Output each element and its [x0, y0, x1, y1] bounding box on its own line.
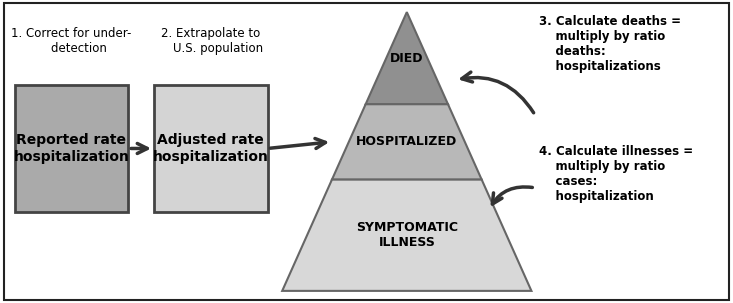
Text: SYMPTOMATIC
ILLNESS: SYMPTOMATIC ILLNESS	[356, 221, 458, 249]
Text: 3. Calculate deaths =
    multiply by ratio
    deaths:
    hospitalizations: 3. Calculate deaths = multiply by ratio …	[539, 15, 681, 73]
Polygon shape	[282, 179, 531, 291]
Text: DIED: DIED	[390, 52, 424, 65]
Text: HOSPITALIZED: HOSPITALIZED	[356, 135, 457, 148]
Text: 1. Correct for under-
    detection: 1. Correct for under- detection	[11, 27, 132, 55]
FancyBboxPatch shape	[154, 85, 268, 212]
Text: 2. Extrapolate to
    U.S. population: 2. Extrapolate to U.S. population	[158, 27, 263, 55]
Text: Adjusted rate
hospitalization: Adjusted rate hospitalization	[152, 133, 269, 164]
Text: 4. Calculate illnesses =
    multiply by ratio
    cases:
    hospitalization: 4. Calculate illnesses = multiply by rat…	[539, 145, 693, 203]
Polygon shape	[366, 12, 448, 104]
FancyBboxPatch shape	[15, 85, 128, 212]
Text: Reported rate
hospitalization: Reported rate hospitalization	[13, 133, 130, 164]
Polygon shape	[332, 104, 482, 179]
FancyBboxPatch shape	[4, 3, 729, 300]
